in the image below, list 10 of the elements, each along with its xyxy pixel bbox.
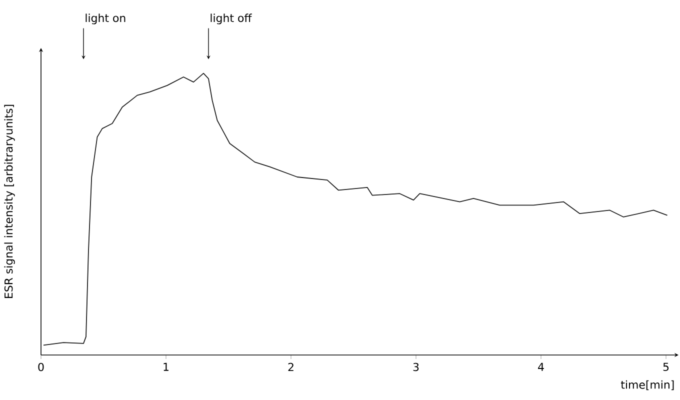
- ref-line-label: light on: [86, 14, 126, 24]
- x-tick-label: 0: [38, 362, 44, 372]
- x-tick-label: 2: [288, 362, 294, 371]
- x-tick-label: 1: [164, 362, 168, 371]
- x-tick-label: 3: [413, 362, 419, 372]
- x-axis-title: time[min]: [620, 380, 674, 390]
- x-tick-label: 4: [538, 362, 544, 371]
- y-axis-title: ESR signal intensity [arbitraryunits]: [4, 104, 15, 298]
- ref-line-label: light off: [210, 14, 252, 24]
- x-tick-label: 5: [663, 362, 669, 371]
